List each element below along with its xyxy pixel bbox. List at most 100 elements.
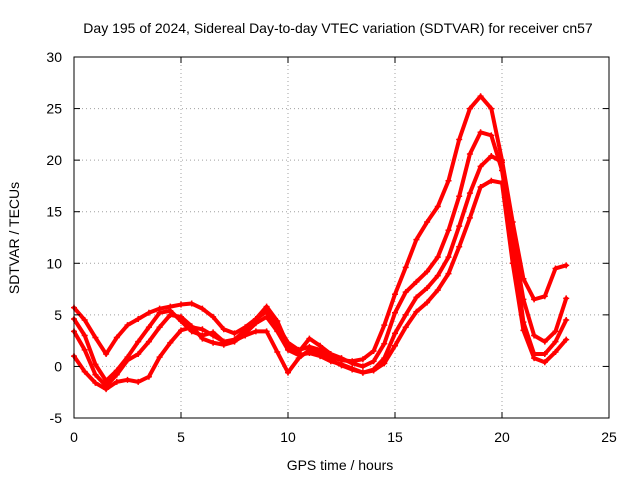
y-tick-label: 15 [46, 204, 62, 220]
data-point [145, 373, 152, 380]
data-point [381, 322, 388, 329]
data-point [113, 334, 120, 341]
data-point [434, 287, 441, 294]
tick-layer: 0 5 10 15 20 25 -5 0 5 10 15 20 25 30 [46, 49, 617, 445]
data-point [563, 336, 570, 343]
data-point [477, 183, 484, 190]
data-point [563, 262, 570, 269]
data-point [563, 317, 570, 324]
data-point [466, 150, 473, 157]
data-point [81, 332, 88, 339]
data-point [81, 317, 88, 324]
data-point [552, 338, 559, 345]
y-tick-label: 30 [46, 49, 62, 65]
data-point [509, 260, 516, 267]
data-point [317, 342, 324, 349]
data-point [552, 348, 559, 355]
data-point [477, 129, 484, 136]
data-point [402, 324, 409, 331]
x-tick-label: 5 [177, 429, 185, 445]
data-point [424, 268, 431, 275]
data-point [145, 338, 152, 345]
data-point [456, 193, 463, 200]
data-point [124, 376, 131, 383]
data-point [167, 339, 174, 346]
data-point [274, 318, 281, 325]
data-point [359, 363, 366, 370]
data-point [263, 303, 270, 310]
data-point [445, 254, 452, 261]
data-point [434, 254, 441, 261]
data-point [210, 332, 217, 339]
data-point [124, 322, 131, 329]
data-point [92, 334, 99, 341]
data-point [317, 351, 324, 358]
data-point [541, 359, 548, 366]
data-point [488, 153, 495, 160]
data-point [263, 328, 270, 335]
data-point [413, 308, 420, 315]
data-point [327, 357, 334, 364]
data-point [156, 354, 163, 361]
x-tick-label: 20 [494, 429, 510, 445]
data-point [402, 289, 409, 296]
data-point [370, 367, 377, 374]
data-point [541, 293, 548, 300]
data-point [392, 309, 398, 316]
y-axis-label: SDTVAR / TECUs [6, 182, 22, 294]
data-point [445, 177, 452, 184]
data-point [541, 351, 548, 358]
data-point [252, 320, 259, 327]
data-point [488, 105, 495, 112]
y-tick-label: 25 [46, 101, 62, 117]
data-point [135, 378, 142, 385]
data-point [413, 294, 420, 301]
data-point [199, 305, 206, 312]
data-point [263, 313, 270, 320]
data-point [402, 264, 409, 271]
data-point [199, 326, 206, 333]
data-point [103, 386, 110, 393]
y-tick-label: 0 [54, 358, 62, 374]
series-layer [71, 93, 570, 393]
data-point [178, 327, 184, 334]
data-point [327, 351, 334, 358]
chart-title: Day 195 of 2024, Sidereal Day-to-day VTE… [83, 20, 593, 36]
data-point [178, 301, 184, 308]
data-point [552, 265, 559, 272]
data-point [338, 362, 345, 369]
data-point [135, 351, 142, 358]
data-point [167, 311, 174, 318]
data-point [552, 328, 559, 335]
data-point [124, 357, 131, 364]
data-point [81, 368, 88, 375]
x-axis-label: GPS time / hours [287, 457, 394, 473]
data-point [188, 300, 195, 307]
data-point [231, 330, 238, 337]
data-point [92, 361, 99, 368]
data-point [434, 272, 441, 279]
data-point [135, 338, 142, 345]
data-point [424, 285, 431, 292]
data-point [456, 243, 463, 250]
data-point [349, 366, 356, 373]
data-point [434, 203, 441, 210]
x-tick-label: 10 [280, 429, 296, 445]
data-point [445, 270, 452, 277]
data-point [392, 291, 398, 298]
data-point [370, 358, 377, 365]
data-point [178, 313, 184, 320]
data-point [499, 179, 505, 186]
data-point [306, 335, 313, 342]
data-point [274, 328, 281, 335]
y-tick-label: 20 [46, 152, 62, 168]
data-point [477, 163, 484, 170]
data-point [220, 338, 227, 345]
data-point [381, 340, 388, 347]
data-point [188, 324, 195, 331]
data-point [103, 377, 110, 384]
y-tick-label: 5 [54, 307, 62, 323]
data-point [92, 371, 99, 378]
data-point [541, 338, 548, 345]
